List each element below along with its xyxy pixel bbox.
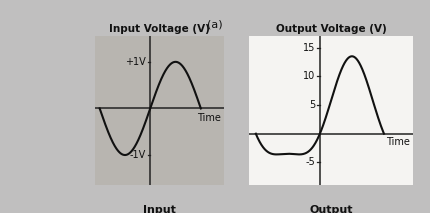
Title: Input Voltage (V): Input Voltage (V) (109, 24, 209, 34)
Text: (a): (a) (207, 19, 223, 29)
Title: Output Voltage (V): Output Voltage (V) (276, 24, 387, 34)
Text: +1V: +1V (126, 57, 146, 67)
Text: Time: Time (197, 113, 221, 123)
Text: -1V: -1V (130, 150, 146, 160)
Text: -5: -5 (306, 157, 315, 167)
Text: 10: 10 (303, 71, 315, 81)
Text: Time: Time (386, 137, 410, 147)
Text: 5: 5 (309, 100, 315, 110)
Text: Input: Input (143, 205, 175, 213)
Text: Output: Output (309, 205, 353, 213)
Text: 15: 15 (303, 43, 315, 53)
